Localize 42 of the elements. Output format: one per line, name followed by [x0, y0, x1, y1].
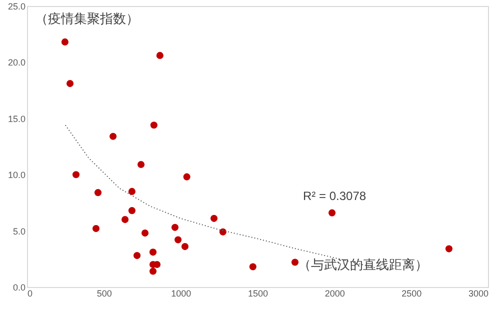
point	[128, 188, 136, 195]
point	[219, 228, 226, 236]
y-tick-label: 10.0	[8, 170, 26, 180]
x-axis-title: （与武汉的直线距离）	[298, 257, 428, 272]
point	[110, 132, 117, 140]
point	[183, 173, 190, 180]
x-tick-label: 1000	[171, 288, 192, 298]
point	[181, 243, 189, 250]
point	[122, 216, 129, 224]
point	[128, 207, 136, 214]
annotation: R² = 0.3078	[303, 189, 366, 203]
y-axis-title: （疫情集聚指数）	[35, 11, 139, 26]
y-tick-label: 25.0	[8, 2, 26, 12]
point	[149, 268, 157, 275]
point	[66, 80, 74, 88]
x-tick-label: 3000	[468, 288, 488, 298]
x-tick-label: 0	[28, 288, 33, 298]
point	[94, 189, 102, 196]
point	[137, 160, 145, 168]
point	[445, 245, 453, 252]
y-tick-label: 5.0	[12, 226, 26, 236]
x-tick-label: 1500	[248, 288, 268, 298]
point	[61, 38, 68, 46]
point	[133, 252, 141, 260]
x-tick-label: 2000	[324, 288, 345, 298]
point	[150, 122, 158, 129]
y-tick-label: 0.0	[12, 282, 26, 292]
y-tick-label: 20.0	[8, 58, 26, 68]
point	[149, 248, 157, 256]
x-tick-label: 2500	[402, 288, 422, 298]
x-tick-label: 500	[96, 288, 112, 298]
point	[141, 230, 149, 237]
point	[328, 209, 336, 216]
y-tick-label: 15.0	[8, 114, 26, 124]
point	[291, 258, 299, 266]
point	[249, 263, 256, 270]
point	[156, 52, 164, 59]
point	[92, 225, 100, 232]
point	[171, 224, 179, 231]
point	[72, 171, 80, 178]
point	[210, 214, 218, 222]
point	[174, 236, 182, 244]
